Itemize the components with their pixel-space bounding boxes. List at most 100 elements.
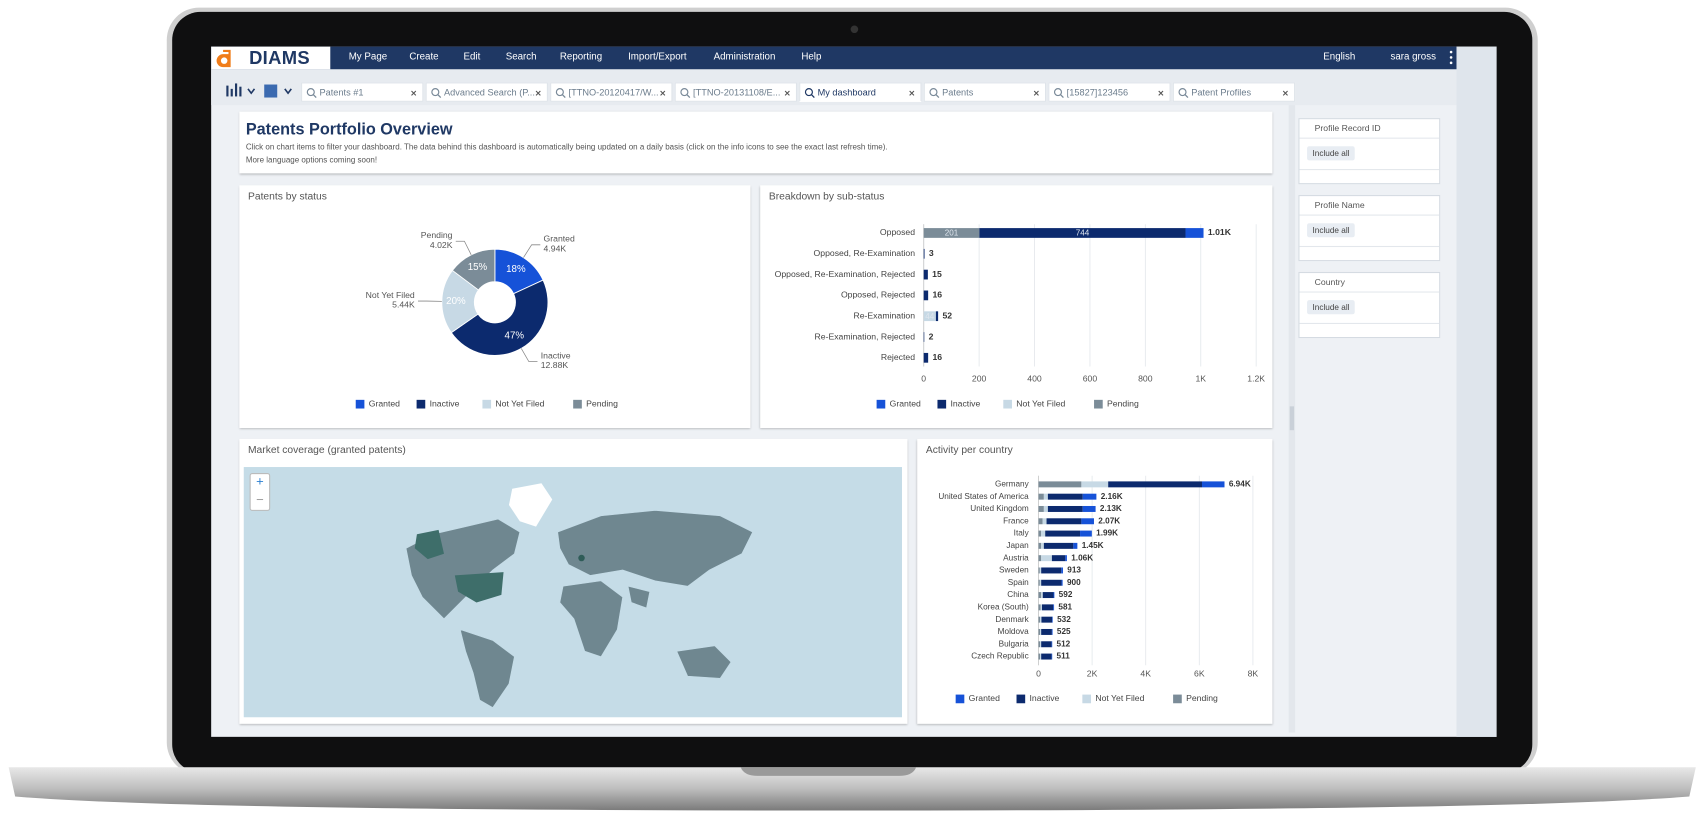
- tab-close[interactable]: [784, 90, 790, 97]
- bar-segment: [1081, 518, 1094, 525]
- filter-box: Profile Name Include all: [1298, 195, 1441, 262]
- bar-segment: [1041, 592, 1043, 599]
- total-label: 16: [932, 352, 942, 362]
- menu-item[interactable]: Reporting: [559, 50, 603, 62]
- bar-segment: [1051, 641, 1053, 648]
- y-tick-label: China: [1007, 590, 1029, 599]
- filter-button[interactable]: Include all: [1307, 146, 1355, 161]
- tab[interactable]: Patents: [923, 82, 1047, 102]
- zoom-in[interactable]: +: [256, 473, 264, 489]
- total-label: 6.94K: [1229, 480, 1251, 489]
- menu-item[interactable]: Import/Export: [628, 50, 687, 62]
- bar-segment: [923, 290, 929, 301]
- world-map[interactable]: [243, 467, 903, 718]
- y-tick-label: France: [1003, 516, 1029, 525]
- tab[interactable]: Advanced Search (P...: [425, 82, 548, 102]
- bar-segment: [1051, 628, 1053, 635]
- bar-segment: [1053, 592, 1055, 599]
- legend-swatch: [1173, 694, 1182, 704]
- total-label: 512: [1057, 639, 1071, 648]
- legend-swatch: [1003, 399, 1012, 409]
- tab-icon: [306, 88, 317, 98]
- bar-segment: [1043, 505, 1048, 512]
- bar-segment: [979, 228, 1186, 238]
- leader-line: [520, 348, 538, 362]
- pie-slice: [450, 279, 549, 356]
- menu-item[interactable]: Administration: [713, 50, 776, 62]
- leader-line: [455, 240, 472, 255]
- tab-close[interactable]: [1158, 90, 1164, 97]
- filter-button[interactable]: Include all: [1307, 223, 1355, 238]
- bar-segment: [1041, 653, 1052, 660]
- bar-segment: [1201, 481, 1225, 488]
- zoom-out[interactable]: −: [256, 491, 264, 508]
- slice-label: Not Yet Filed: [366, 290, 415, 300]
- more-icon[interactable]: [1449, 50, 1453, 65]
- language-menu[interactable]: English: [1323, 50, 1356, 62]
- legend-label: Not Yet Filed: [1095, 693, 1144, 703]
- bar-segment: [1082, 505, 1096, 512]
- bar-segment: [1041, 567, 1062, 574]
- y-tick-label: Italy: [1014, 529, 1030, 538]
- tab[interactable]: Patents #1: [301, 82, 424, 102]
- tab[interactable]: My dashboard: [799, 82, 922, 102]
- right-strip: [1456, 46, 1497, 737]
- y-tick-label: Opposed, Re-Examination, Rejected: [775, 269, 916, 279]
- x-tick-label: 800: [1138, 374, 1153, 384]
- filter-label: Profile Record ID: [1314, 123, 1381, 134]
- scroll-thumb[interactable]: [1289, 406, 1295, 431]
- usa: [454, 572, 504, 603]
- filter-button[interactable]: Include all: [1307, 300, 1355, 315]
- total-label: 525: [1057, 627, 1071, 636]
- bar-segment: [1041, 542, 1044, 549]
- tab-close[interactable]: [535, 90, 541, 97]
- chart: 0 200 400 600 800 1K 1.2K Opposed 201 744 1.01K Opp…: [775, 224, 1265, 409]
- filter-divider: [1299, 291, 1440, 293]
- menu-item[interactable]: Edit: [463, 50, 481, 62]
- bar-segment: [923, 352, 929, 363]
- legend-swatch: [1016, 694, 1026, 704]
- tab[interactable]: [15827]123456: [1048, 82, 1171, 102]
- bar-segment: [1046, 518, 1082, 525]
- y-tick-label: Denmark: [995, 615, 1029, 624]
- user-menu[interactable]: sara gross: [1390, 50, 1436, 62]
- menu-item[interactable]: Search: [505, 50, 537, 62]
- y-tick-label: Korea (South): [978, 603, 1029, 612]
- bar-segment: [1038, 518, 1043, 525]
- bar-segment: [1081, 481, 1109, 488]
- tab-icon: [1053, 88, 1064, 98]
- total-label: 1.45K: [1082, 541, 1104, 550]
- x-tick-label: 200: [972, 374, 987, 384]
- legend-swatch: [1082, 694, 1092, 704]
- menu-item[interactable]: Create: [409, 50, 439, 62]
- legend-swatch: [876, 399, 886, 409]
- legend-swatch: [937, 399, 947, 409]
- tab-close[interactable]: [659, 90, 666, 97]
- tab-close[interactable]: [1282, 90, 1288, 97]
- tab[interactable]: Patent Profiles: [1172, 82, 1296, 102]
- bar-segment: [1038, 628, 1041, 635]
- y-tick-label: Japan: [1006, 541, 1029, 550]
- tab[interactable]: [TTNO-20120417/W...: [550, 82, 673, 102]
- bar-segment: [923, 332, 925, 342]
- description: More language options coming soon!: [245, 154, 378, 165]
- bar-segment: [1038, 555, 1042, 562]
- tab-close[interactable]: [1033, 90, 1039, 97]
- tab-close[interactable]: [410, 90, 417, 97]
- legend-label: Granted: [890, 398, 921, 408]
- tab-close[interactable]: [909, 90, 915, 97]
- menu-item[interactable]: Help: [801, 50, 822, 62]
- tab[interactable]: [TTNO-20131108/E...: [674, 82, 798, 102]
- legend-label: Pending: [1107, 398, 1139, 408]
- bar-segment: [1038, 567, 1040, 574]
- logo-text: DIAMS: [249, 47, 311, 69]
- total-label: 2: [929, 331, 934, 341]
- slice-label: Pending: [421, 230, 453, 240]
- bar-segment: [1041, 604, 1054, 611]
- menu-item[interactable]: My Page: [348, 50, 388, 62]
- bar-segment: [1052, 616, 1053, 623]
- greenland: [508, 483, 553, 527]
- y-tick-label: Sweden: [999, 566, 1029, 575]
- total-label: 2.07K: [1098, 516, 1120, 525]
